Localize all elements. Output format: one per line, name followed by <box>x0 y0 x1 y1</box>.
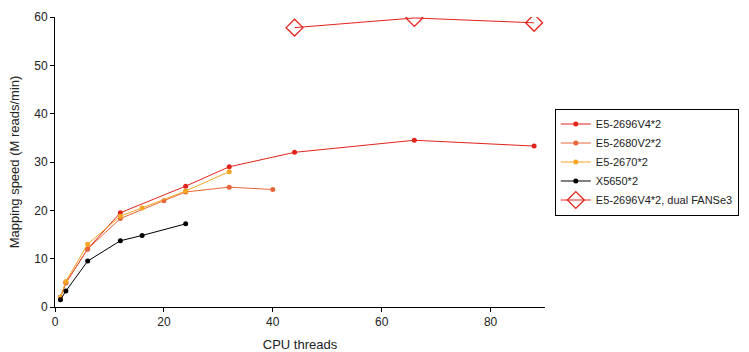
svg-text:X5650*2: X5650*2 <box>596 175 638 187</box>
svg-text:CPU threads: CPU threads <box>263 337 338 352</box>
svg-text:20: 20 <box>34 204 48 218</box>
svg-text:30: 30 <box>34 155 48 169</box>
svg-text:E5-2696V4*2, dual FANSe3: E5-2696V4*2, dual FANSe3 <box>596 194 732 206</box>
svg-text:E5-2696V4*2: E5-2696V4*2 <box>596 118 661 130</box>
svg-text:60: 60 <box>34 10 48 24</box>
svg-text:50: 50 <box>34 59 48 73</box>
svg-text:40: 40 <box>34 107 48 121</box>
svg-text:80: 80 <box>484 315 498 329</box>
svg-text:E5-2670*2: E5-2670*2 <box>596 156 648 168</box>
svg-text:E5-2680V2*2: E5-2680V2*2 <box>596 137 661 149</box>
svg-text:20: 20 <box>157 315 171 329</box>
svg-text:Mapping speed (M reads/min): Mapping speed (M reads/min) <box>7 76 22 249</box>
svg-text:60: 60 <box>375 315 389 329</box>
svg-text:0: 0 <box>52 315 59 329</box>
svg-text:40: 40 <box>266 315 280 329</box>
svg-text:0: 0 <box>41 300 48 314</box>
svg-text:10: 10 <box>34 252 48 266</box>
